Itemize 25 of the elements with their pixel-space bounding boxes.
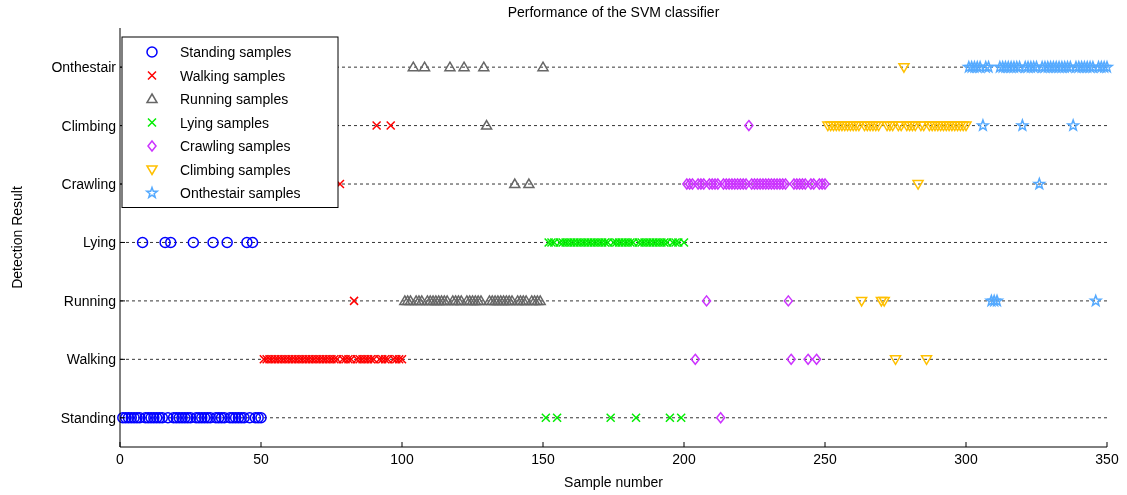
y-tick-label: Walking xyxy=(66,351,116,368)
x-tick-label: 200 xyxy=(672,451,696,467)
y-tick-label: Climbing xyxy=(61,117,116,134)
x-axis-title: Sample number xyxy=(564,474,664,490)
y-tick-label: Standing xyxy=(60,409,116,426)
x-tick-label: 150 xyxy=(531,451,555,467)
y-tick-label: Crawling xyxy=(61,176,116,193)
legend-label: Standing samples xyxy=(180,44,292,60)
y-axis-title: Detection Result xyxy=(9,186,25,289)
legend-label: Climbing samples xyxy=(180,161,291,178)
x-tick-label: 300 xyxy=(954,451,978,467)
x-tick-label: 50 xyxy=(253,451,269,467)
legend-label: Crawling samples xyxy=(180,138,291,154)
legend-label: Lying samples xyxy=(180,114,269,131)
y-tick-label: Running xyxy=(63,292,116,309)
y-tick-label: Onthestair xyxy=(51,59,117,76)
x-tick-label: 350 xyxy=(1095,451,1119,467)
legend-label: Onthestair samples xyxy=(180,185,301,201)
x-tick-label: 100 xyxy=(390,451,414,467)
legend-label: Walking samples xyxy=(180,67,286,84)
legend-label: Running samples xyxy=(180,91,289,107)
x-tick-label: 0 xyxy=(116,451,125,467)
chart-title: Performance of the SVM classifier xyxy=(507,4,720,20)
y-tick-label: Lying xyxy=(83,234,116,251)
x-tick-label: 250 xyxy=(813,451,837,467)
